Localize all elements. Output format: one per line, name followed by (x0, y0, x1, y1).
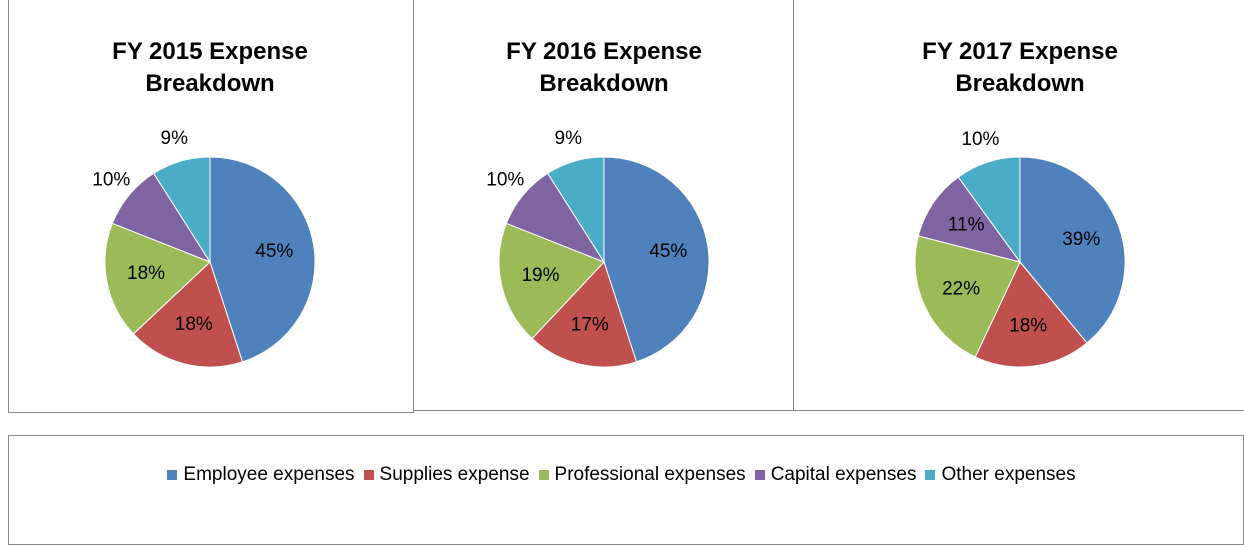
pie-slice (957, 156, 1021, 264)
data-label: 22% (942, 279, 980, 300)
data-label: 9% (161, 128, 189, 149)
pie-slice (531, 261, 638, 368)
pie-slice (132, 261, 244, 368)
legend-label: Employee expenses (183, 464, 355, 485)
legend-item: Other expenses (925, 464, 1076, 486)
legend-label: Other expenses (941, 464, 1076, 485)
legend-label: Supplies expense (379, 464, 530, 485)
data-label: 18% (1009, 316, 1047, 337)
data-label: 11% (948, 214, 985, 235)
data-label: 39% (1062, 229, 1100, 250)
pie-slice (974, 261, 1088, 368)
legend: Employee expenses Supplies expense Profess… (8, 435, 1244, 545)
pie-slice (914, 235, 1021, 358)
legend-swatch (167, 470, 178, 480)
data-label: 19% (521, 265, 559, 286)
pie-slice (547, 156, 605, 264)
legend-swatch (538, 470, 549, 480)
legend-swatch (363, 470, 374, 480)
pie-slice (153, 156, 211, 264)
legend-label: Professional expenses (554, 464, 746, 485)
data-label: 10% (92, 169, 130, 190)
data-label: 9% (555, 128, 583, 149)
chart-title: FY 2017 Expense Breakdown (922, 38, 1118, 97)
pies: 45% 18% 18% 10% 9% 45% 17% 19% 10% 9% 39% 18% 22% 11%… (92, 128, 1126, 368)
legend-swatch (754, 470, 765, 480)
data-label: 17% (571, 315, 609, 336)
legend-item: Capital expenses (754, 464, 917, 486)
data-label: 10% (486, 169, 524, 190)
pie-slice (209, 156, 316, 363)
legend-item: Professional expenses (538, 464, 746, 486)
data-label: 45% (255, 241, 293, 262)
pie-slice (1019, 156, 1126, 344)
pie-slice (603, 156, 710, 363)
data-label: 18% (127, 263, 165, 284)
data-label: 45% (649, 241, 687, 262)
page: FY 2015 Expense Breakdown FY 2016 Expens… (8, 0, 1244, 545)
data-label: 10% (961, 129, 999, 150)
legend-swatch (925, 470, 936, 480)
chart-panel (793, 0, 1244, 411)
legend-label: Capital expenses (770, 464, 917, 485)
pie-slice (104, 222, 211, 335)
legend-item: Supplies expense (363, 464, 530, 486)
legend-item: Employee expenses (167, 464, 355, 486)
pie-slice (917, 176, 1022, 263)
data-label: 18% (175, 314, 213, 335)
chart-title: FY 2016 Expense Breakdown (506, 38, 702, 97)
chart-title: FY 2015 Expense Breakdown (112, 38, 308, 97)
